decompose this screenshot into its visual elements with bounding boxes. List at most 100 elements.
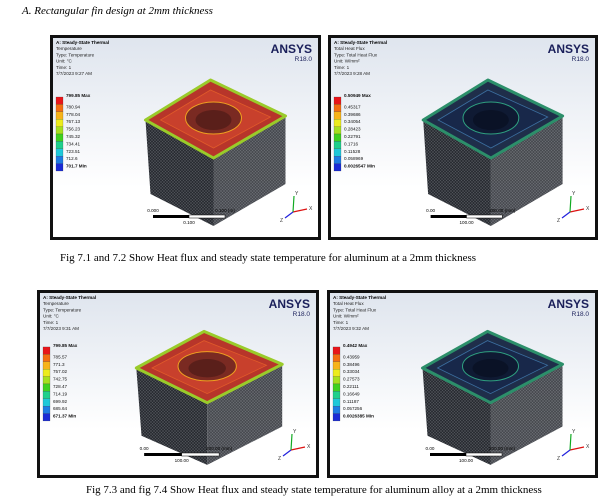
header-line: Unit: W/mm² <box>333 314 359 319</box>
model-hole-inner <box>195 110 232 130</box>
legend-swatch <box>332 383 341 392</box>
legend-swatch <box>332 369 341 377</box>
legend-swatch <box>55 126 64 135</box>
figure-caption: Fig 7.1 and 7.2 Show Heat flux and stead… <box>60 252 477 264</box>
legend-label: 799.85 Max <box>53 343 78 348</box>
legend-swatch <box>332 376 341 385</box>
legend-label: 0.39686 <box>344 112 361 117</box>
legend-label: 0.058969 <box>344 156 364 161</box>
header-line: Time: 1 <box>333 320 349 325</box>
scale-label: 0.100 <box>183 220 195 225</box>
legend-label: 767.13 <box>66 119 80 124</box>
triad-x <box>290 446 306 451</box>
scale-bar <box>144 453 182 456</box>
triad-label: Y <box>293 429 297 435</box>
legend-swatch <box>332 391 341 399</box>
legend-label: 0.0026385 Min <box>343 414 374 419</box>
model-right-face <box>490 116 563 226</box>
panel-canvas: A: Steady-State ThermalTemperatureType: … <box>55 40 313 226</box>
legend-swatch <box>42 398 51 407</box>
panel-canvas: A: Steady-State ThermalTemperatureType: … <box>42 295 311 465</box>
legend-label: 0.057256 <box>343 406 363 411</box>
header-line: 7/7/2023 9:31 AM <box>43 326 79 331</box>
triad-y <box>569 195 572 213</box>
analysis-title: A: Steady-State Thermal <box>334 40 387 45</box>
ansys-panel: A: Steady-State Thermal Temperature Type: … <box>50 35 321 240</box>
header-line: Unit: °C <box>56 59 73 64</box>
triad-label: X <box>307 444 311 450</box>
scale-bar <box>430 215 467 218</box>
model-right-face <box>207 364 283 465</box>
model-hole-inner <box>188 359 226 378</box>
legend-label: 771.3 <box>53 362 65 367</box>
header-line: Type: Temperature <box>43 307 82 312</box>
triad-label: Y <box>295 191 299 197</box>
model-left-face <box>422 368 491 465</box>
header-line: Time: 1 <box>56 65 72 70</box>
brand-logo: ANSYS <box>271 42 312 56</box>
scale-bar <box>153 215 189 218</box>
scale-bar <box>466 214 503 219</box>
header-line: 7/7/2023 9:28 AM <box>334 71 370 76</box>
legend-label: 799.85 Max <box>66 93 91 98</box>
triad-y <box>290 433 293 451</box>
model-right-face <box>213 116 286 226</box>
scale-label: 0.100 (m) <box>215 208 235 213</box>
triad-y <box>569 433 572 451</box>
scale-label: 100.00 <box>459 458 473 463</box>
brand-version: R18.0 <box>293 311 311 318</box>
header-line: 7/7/2023 9:27 AM <box>56 71 92 76</box>
legend-swatch <box>55 119 64 127</box>
legend-swatch <box>332 346 341 355</box>
legend-label: 0.28423 <box>344 127 361 132</box>
legend-label: 0.22791 <box>344 134 361 139</box>
legend-label: 778.04 <box>66 112 80 117</box>
model-right-face <box>490 364 563 465</box>
legend-label: 723.51 <box>66 149 80 154</box>
legend-swatch <box>42 376 51 385</box>
scale-bar <box>465 452 503 457</box>
triad-label: Y <box>572 191 576 197</box>
scale-label: 200.00 (mm) <box>489 208 516 213</box>
triad-x <box>569 446 585 451</box>
legend-swatch <box>55 156 64 164</box>
legend-label: 0.34054 <box>344 119 361 124</box>
brand-version: R18.0 <box>572 56 590 63</box>
scale-label: 0.00 <box>426 446 435 451</box>
legend-swatch <box>332 354 341 362</box>
legend-swatch <box>55 163 64 172</box>
triad-label: X <box>586 206 590 212</box>
header-line: Time: 1 <box>334 65 350 70</box>
header-line: Total Heat Flux <box>334 46 365 51</box>
legend-label: 0.1716 <box>344 141 358 146</box>
header-line: Type: Total Heat Flux <box>333 307 377 312</box>
triad-z <box>561 211 571 219</box>
triad-label: Z <box>557 218 560 224</box>
triad-label: Y <box>572 429 576 435</box>
legend-label: 0.0026547 Min <box>344 164 375 169</box>
legend-label: 0.4942 Max <box>343 343 368 348</box>
header-line: Unit: °C <box>43 314 60 319</box>
legend-swatch <box>42 383 51 392</box>
legend-swatch <box>333 148 342 157</box>
legend-label: 0.50949 Max <box>344 93 371 98</box>
scale-bar <box>188 214 226 219</box>
scale-label: 200.00 (mm) <box>489 446 516 451</box>
triad-y <box>292 195 295 213</box>
legend-swatch <box>333 111 342 120</box>
section-heading: A. Rectangular fin design at 2mm thickne… <box>22 5 213 17</box>
legend-label: 757.02 <box>53 369 67 374</box>
legend-swatch <box>55 148 64 157</box>
legend-label: 756.23 <box>66 127 80 132</box>
legend-swatch <box>42 406 51 414</box>
legend-swatch <box>332 406 341 414</box>
legend-label: 0.22111 <box>343 384 359 389</box>
model-left-face <box>145 120 214 226</box>
header-line: Unit: W/mm² <box>334 59 360 64</box>
header-line: 7/7/2023 9:32 AM <box>333 326 369 331</box>
legend-label: 714.19 <box>53 391 67 396</box>
ansys-panel: A: Steady-State Thermal Total Heat Flux Ty… <box>327 290 598 478</box>
